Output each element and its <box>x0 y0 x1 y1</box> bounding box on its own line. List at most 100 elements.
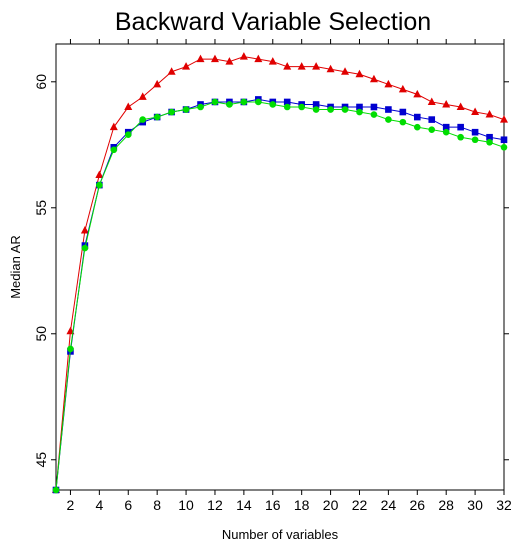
data-point <box>500 144 508 151</box>
series-line <box>55 101 505 491</box>
data-point <box>471 107 480 116</box>
data-point <box>428 116 436 123</box>
data-point <box>269 101 277 108</box>
data-point <box>197 103 204 111</box>
data-point <box>457 133 464 141</box>
x-tick-label: 24 <box>381 497 397 513</box>
data-point <box>327 106 334 113</box>
data-point <box>356 103 363 111</box>
data-point <box>442 128 450 136</box>
data-point <box>399 108 407 116</box>
series-triangle <box>52 52 508 493</box>
y-tick-label: 55 <box>33 200 49 216</box>
data-point <box>283 103 291 111</box>
data-point <box>153 79 162 88</box>
data-point <box>384 79 393 88</box>
data-point <box>138 92 147 100</box>
data-point <box>167 67 176 75</box>
data-point <box>124 102 133 110</box>
data-point <box>428 126 436 133</box>
data-point <box>385 106 392 113</box>
data-point <box>471 136 479 144</box>
data-point <box>500 136 508 144</box>
x-tick-label: 26 <box>410 497 426 513</box>
x-tick-label: 28 <box>438 497 454 513</box>
data-point <box>399 118 407 126</box>
data-point <box>312 62 321 70</box>
data-point <box>210 54 219 63</box>
data-point <box>268 57 277 65</box>
x-tick-label: 10 <box>178 497 194 513</box>
x-tick-label: 20 <box>323 497 339 513</box>
data-point <box>413 89 422 98</box>
data-point <box>471 128 479 136</box>
x-tick-label: 32 <box>496 497 511 513</box>
data-point <box>413 113 421 121</box>
data-point <box>283 62 292 70</box>
data-point <box>110 146 118 154</box>
data-point <box>442 99 451 108</box>
data-point <box>370 103 378 111</box>
x-tick-label: 8 <box>153 497 161 513</box>
x-axis-label: Number of variables <box>222 527 339 542</box>
data-point <box>356 108 363 116</box>
data-point <box>427 97 436 105</box>
data-point <box>283 98 291 106</box>
series-circle <box>52 98 508 494</box>
x-axis: 2 4 6 8 10 12 14 16 18 20 22 24 26 28 30 32 <box>67 39 511 513</box>
data-point <box>96 181 103 189</box>
data-point <box>341 106 349 113</box>
data-point <box>81 244 89 252</box>
data-point <box>341 67 350 75</box>
series-square <box>52 96 508 494</box>
plot-frame <box>55 43 505 491</box>
data-point <box>385 116 392 123</box>
data-point <box>211 98 219 106</box>
data-point <box>239 52 248 60</box>
data-point <box>95 170 104 179</box>
y-tick-label: 45 <box>33 452 49 468</box>
data-point <box>52 486 60 494</box>
x-tick-label: 6 <box>124 497 132 513</box>
data-point <box>182 62 191 70</box>
data-point <box>457 123 464 131</box>
data-point <box>153 113 161 121</box>
x-tick-label: 14 <box>236 497 252 513</box>
data-point <box>312 101 320 108</box>
data-point <box>297 62 306 70</box>
y-tick-label: 60 <box>33 74 49 90</box>
data-point <box>312 106 320 113</box>
data-point <box>168 108 175 116</box>
data-point <box>398 84 407 93</box>
data-point <box>369 74 378 83</box>
chart-title: Backward Variable Selection <box>115 8 431 36</box>
series-line <box>55 98 505 491</box>
data-point <box>485 110 494 118</box>
data-point <box>80 225 89 234</box>
data-point <box>109 122 118 131</box>
data-point <box>254 54 263 63</box>
data-point <box>255 98 262 106</box>
x-tick-label: 2 <box>67 497 75 513</box>
x-tick-label: 16 <box>265 497 281 513</box>
data-point <box>486 138 493 146</box>
data-point <box>413 123 421 131</box>
x-tick-label: 22 <box>352 497 368 513</box>
series-layer <box>52 52 508 494</box>
x-tick-label: 18 <box>294 497 310 513</box>
data-point <box>240 98 248 106</box>
series-line <box>55 56 505 491</box>
data-point <box>370 111 378 118</box>
data-point <box>298 103 305 111</box>
data-point <box>124 131 132 139</box>
x-tick-label: 4 <box>95 497 103 513</box>
data-point <box>182 106 190 113</box>
data-point <box>196 54 205 63</box>
y-axis-label: Median AR <box>8 235 23 299</box>
data-point <box>442 123 450 131</box>
data-point <box>355 69 364 78</box>
data-point <box>326 64 335 73</box>
x-tick-label: 30 <box>467 497 483 513</box>
